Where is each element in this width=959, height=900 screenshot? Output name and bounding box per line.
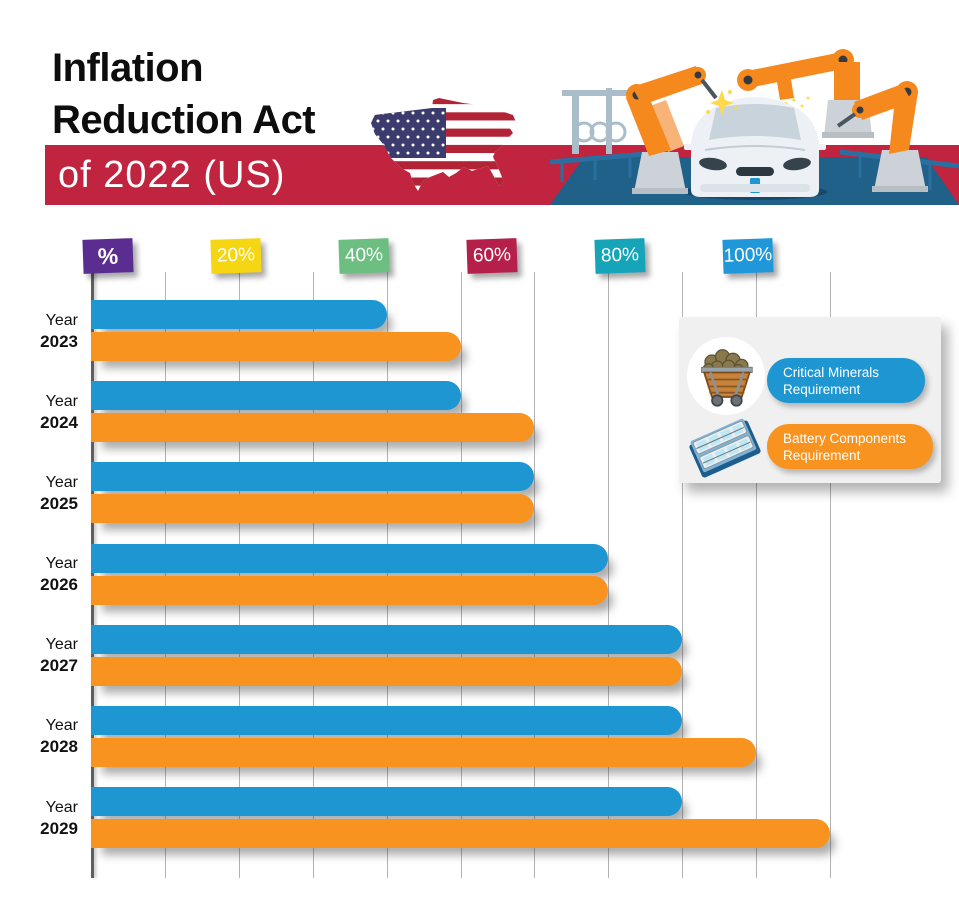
gantry-structure: [562, 88, 640, 154]
axis-tick-note: 20%: [210, 238, 262, 274]
axis-tick-note: 100%: [722, 238, 774, 274]
year-label-prefix: Year: [45, 798, 78, 816]
us-flag-map-icon: [371, 98, 516, 191]
gridline: [534, 272, 536, 878]
bar-2028-battery-components: [91, 737, 757, 767]
bar-2029-critical-minerals: [91, 787, 683, 817]
gridlines: [91, 272, 831, 878]
year-label: Year 2026: [0, 544, 78, 605]
gridline: [608, 272, 610, 878]
title-line-1: Inflation: [52, 46, 204, 90]
year-label-value: 2029: [40, 818, 78, 838]
gridline: [756, 272, 758, 878]
left-robot-arm: [626, 66, 738, 194]
year-label: Year 2027: [0, 625, 78, 686]
year-label: Year 2025: [0, 462, 78, 523]
legend-text-line2: Requirement: [783, 447, 861, 463]
gridline: [164, 272, 166, 878]
bar-2024-battery-components: [91, 413, 535, 443]
year-label-value: 2028: [40, 737, 78, 757]
axis-tick-note: 40%: [338, 238, 390, 274]
year-label-prefix: Year: [45, 311, 78, 329]
bar-2025-critical-minerals: [91, 462, 535, 492]
year-label-value: 2025: [40, 493, 78, 513]
gridline: [682, 272, 684, 878]
year-label: Year 2024: [0, 381, 78, 442]
legend-text-line1: Battery Components: [783, 430, 907, 446]
right-robot-arm: [836, 81, 928, 192]
year-label: Year 2029: [0, 787, 78, 848]
bar-2027-battery-components: [91, 656, 683, 686]
year-label-prefix: Year: [45, 555, 78, 572]
factory-illustration: [550, 49, 959, 205]
bar-2027-critical-minerals: [91, 624, 683, 654]
year-label: Year 2023: [0, 300, 78, 361]
title-line-2: Reduction Act: [52, 98, 316, 142]
year-label: Year 2028: [0, 706, 78, 767]
bar-2026-critical-minerals: [91, 543, 609, 573]
mine-cart-icon: [687, 337, 765, 415]
flag-stripes: [371, 98, 516, 191]
bar-2026-battery-components: [91, 575, 609, 605]
year-label-prefix: Year: [45, 636, 78, 654]
year-label-value: 2024: [40, 412, 78, 432]
axis-tick-note: 80%: [594, 238, 646, 274]
gridline: [312, 272, 314, 878]
year-label-prefix: Year: [45, 392, 78, 410]
year-label-value: 2027: [40, 656, 78, 676]
year-label-prefix: Year: [45, 473, 78, 491]
y-axis-line: [91, 272, 94, 878]
page-title: Inflation Reduction Act: [52, 42, 316, 146]
gridline: [460, 272, 462, 878]
bar-2023-critical-minerals: [91, 300, 387, 329]
gridline: [830, 272, 831, 878]
legend-text-line2: Requirement: [783, 381, 861, 397]
gridline: [386, 272, 388, 878]
gridline: [238, 272, 240, 878]
flag-canton: [371, 108, 446, 158]
axis-tick-note: 60%: [466, 238, 518, 274]
legend: Critical Minerals Requirement: [679, 317, 941, 483]
battery-components-icon: [685, 415, 765, 488]
legend-text-line1: Critical Minerals: [783, 364, 880, 380]
year-label-prefix: Year: [45, 717, 78, 735]
bar-2028-critical-minerals: [91, 705, 683, 735]
welding-sparks: [706, 90, 738, 116]
year-label-value: 2026: [40, 575, 78, 594]
bar-2029-battery-components: [91, 819, 830, 849]
banner-text: of 2022 (US): [58, 153, 286, 196]
bar-2025-battery-components: [91, 494, 535, 524]
legend-label-critical-minerals: Critical Minerals Requirement: [767, 358, 925, 403]
car-illustration: [683, 97, 827, 200]
bar-2023-battery-components: [91, 332, 461, 361]
axis-tick-note: %: [82, 238, 134, 274]
year-label-value: 2023: [40, 331, 78, 351]
legend-label-battery-components: Battery Components Requirement: [767, 424, 933, 469]
bar-2024-critical-minerals: [91, 381, 461, 411]
